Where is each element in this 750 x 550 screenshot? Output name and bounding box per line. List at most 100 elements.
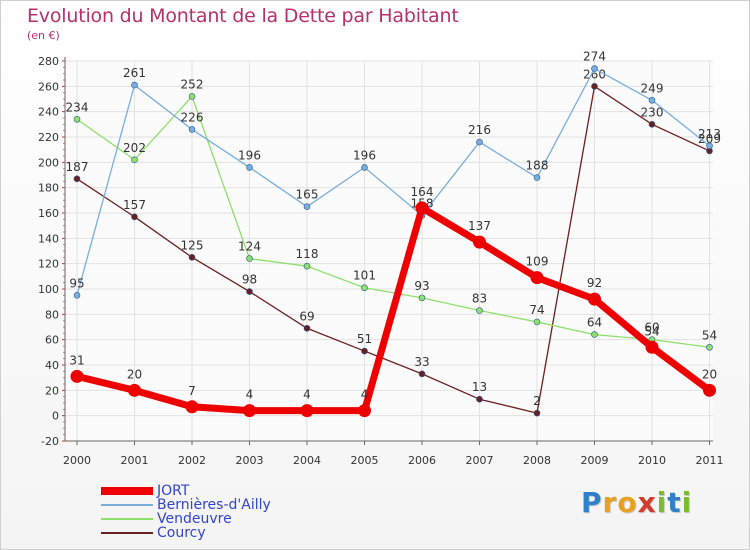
- y-tick-label: 160: [38, 207, 59, 220]
- data-label-vendeuvre: 60: [644, 321, 659, 335]
- legend-swatch-courcy: [101, 532, 153, 534]
- brand-letter: r: [602, 486, 618, 519]
- data-point-vendeuvre: [418, 294, 426, 302]
- data-point-berni-res-d-ailly: [648, 96, 656, 104]
- y-tick-label: 40: [45, 359, 59, 372]
- legend-item-berni-res-d-ailly: Bernières-d'Ailly: [101, 498, 271, 512]
- data-point-berni-res-d-ailly: [361, 164, 368, 171]
- data-point-courcy: [361, 347, 368, 355]
- legend-label-jort: JORT: [157, 483, 190, 499]
- data-label-courcy: 260: [583, 67, 606, 81]
- data-point-jort: [300, 404, 314, 418]
- data-label-courcy: 98: [242, 273, 257, 287]
- series-line-berni-res-d-ailly: [76, 67, 711, 296]
- data-label-jort: 31: [69, 353, 84, 367]
- data-label-berni-res-d-ailly: 261: [123, 66, 146, 80]
- data-label-vendeuvre: 54: [702, 328, 717, 342]
- legend: JORT Bernières-d'Ailly Vendeuvre Courcy: [101, 484, 271, 540]
- y-tick-label: -20: [41, 435, 59, 448]
- data-label-courcy: 125: [181, 238, 204, 252]
- data-point-jort: [645, 340, 659, 354]
- legend-label-vendeuvre: Vendeuvre: [157, 511, 232, 527]
- data-label-vendeuvre: 64: [587, 316, 602, 330]
- legend-item-vendeuvre: Vendeuvre: [101, 512, 271, 526]
- brand-logo: Proxiti: [581, 486, 692, 519]
- brand-letter: P: [581, 486, 603, 519]
- y-tick-label: 120: [38, 258, 59, 271]
- chart-unit: (en €): [27, 29, 60, 42]
- x-tick-label: 2000: [63, 454, 91, 467]
- legend-label-courcy: Courcy: [157, 525, 206, 541]
- data-label-berni-res-d-ailly: 165: [296, 188, 319, 202]
- data-point-courcy: [188, 254, 196, 261]
- x-tick-label: 2008: [523, 454, 551, 467]
- data-point-courcy: [648, 121, 656, 128]
- data-label-courcy: 51: [357, 332, 372, 346]
- x-tick-label: 2007: [466, 454, 494, 467]
- legend-swatch-vendeuvre: [101, 518, 153, 520]
- x-tick-label: 2004: [293, 454, 321, 467]
- x-tick-label: 2011: [696, 454, 724, 467]
- y-tick-label: 80: [45, 308, 59, 321]
- y-tick-label: 200: [38, 156, 59, 169]
- data-point-berni-res-d-ailly: [73, 292, 81, 299]
- data-point-jort: [703, 383, 716, 397]
- data-label-jort: 4: [361, 388, 369, 402]
- data-point-courcy: [131, 213, 138, 221]
- data-label-jort: 164: [411, 185, 434, 199]
- data-point-vendeuvre: [533, 318, 541, 326]
- y-tick-label: 140: [38, 232, 59, 245]
- data-point-jort: [358, 404, 371, 418]
- data-point-berni-res-d-ailly: [591, 65, 598, 72]
- x-tick-label: 2006: [408, 454, 436, 467]
- data-point-berni-res-d-ailly: [131, 81, 138, 89]
- data-label-vendeuvre: 74: [529, 303, 544, 317]
- y-tick-label: 100: [38, 283, 59, 296]
- data-point-courcy: [246, 288, 253, 295]
- data-point-vendeuvre: [246, 255, 253, 262]
- data-point-courcy: [73, 175, 81, 183]
- x-tick-label: 2009: [581, 454, 609, 467]
- data-label-vendeuvre: 101: [353, 269, 376, 283]
- legend-item-courcy: Courcy: [101, 526, 271, 540]
- data-point-courcy: [418, 370, 426, 378]
- data-point-vendeuvre: [188, 93, 196, 100]
- data-point-vendeuvre: [131, 156, 138, 164]
- data-label-vendeuvre: 124: [238, 240, 261, 254]
- legend-item-jort: JORT: [101, 484, 271, 498]
- legend-swatch-jort: [101, 487, 153, 495]
- data-point-courcy: [591, 83, 598, 90]
- chart-title: Evolution du Montant de la Dette par Hab…: [27, 5, 459, 27]
- data-label-courcy: 13: [472, 380, 487, 394]
- data-label-courcy: 209: [698, 132, 721, 146]
- data-point-vendeuvre: [706, 343, 713, 351]
- brand-letter: i: [681, 486, 693, 519]
- brand-letter: t: [667, 486, 682, 519]
- data-point-berni-res-d-ailly: [533, 174, 541, 181]
- x-tick-label: 2002: [178, 454, 206, 467]
- x-tick-label: 2003: [236, 454, 264, 467]
- x-tick-label: 2001: [121, 454, 149, 467]
- data-label-jort: 20: [127, 367, 142, 381]
- y-tick-label: 260: [38, 80, 59, 93]
- data-label-berni-res-d-ailly: 95: [69, 276, 84, 290]
- data-label-berni-res-d-ailly: 274: [583, 50, 606, 64]
- data-point-jort: [243, 404, 256, 418]
- data-label-berni-res-d-ailly: 196: [353, 148, 376, 162]
- data-label-vendeuvre: 202: [123, 141, 146, 155]
- data-label-berni-res-d-ailly: 226: [181, 110, 204, 124]
- data-label-courcy: 187: [66, 160, 89, 174]
- data-point-courcy: [476, 395, 483, 403]
- series-line-jort: [73, 204, 713, 415]
- data-point-berni-res-d-ailly: [303, 203, 311, 210]
- data-label-jort: 4: [246, 388, 254, 402]
- data-point-jort: [415, 201, 429, 215]
- y-tick-label: 60: [45, 334, 59, 347]
- data-label-jort: 20: [702, 367, 717, 381]
- data-point-vendeuvre: [73, 115, 81, 123]
- data-label-jort: 4: [303, 388, 311, 402]
- data-point-vendeuvre: [303, 262, 311, 270]
- data-point-courcy: [303, 324, 311, 332]
- data-point-courcy: [533, 409, 541, 417]
- brand-letter: i: [656, 486, 668, 519]
